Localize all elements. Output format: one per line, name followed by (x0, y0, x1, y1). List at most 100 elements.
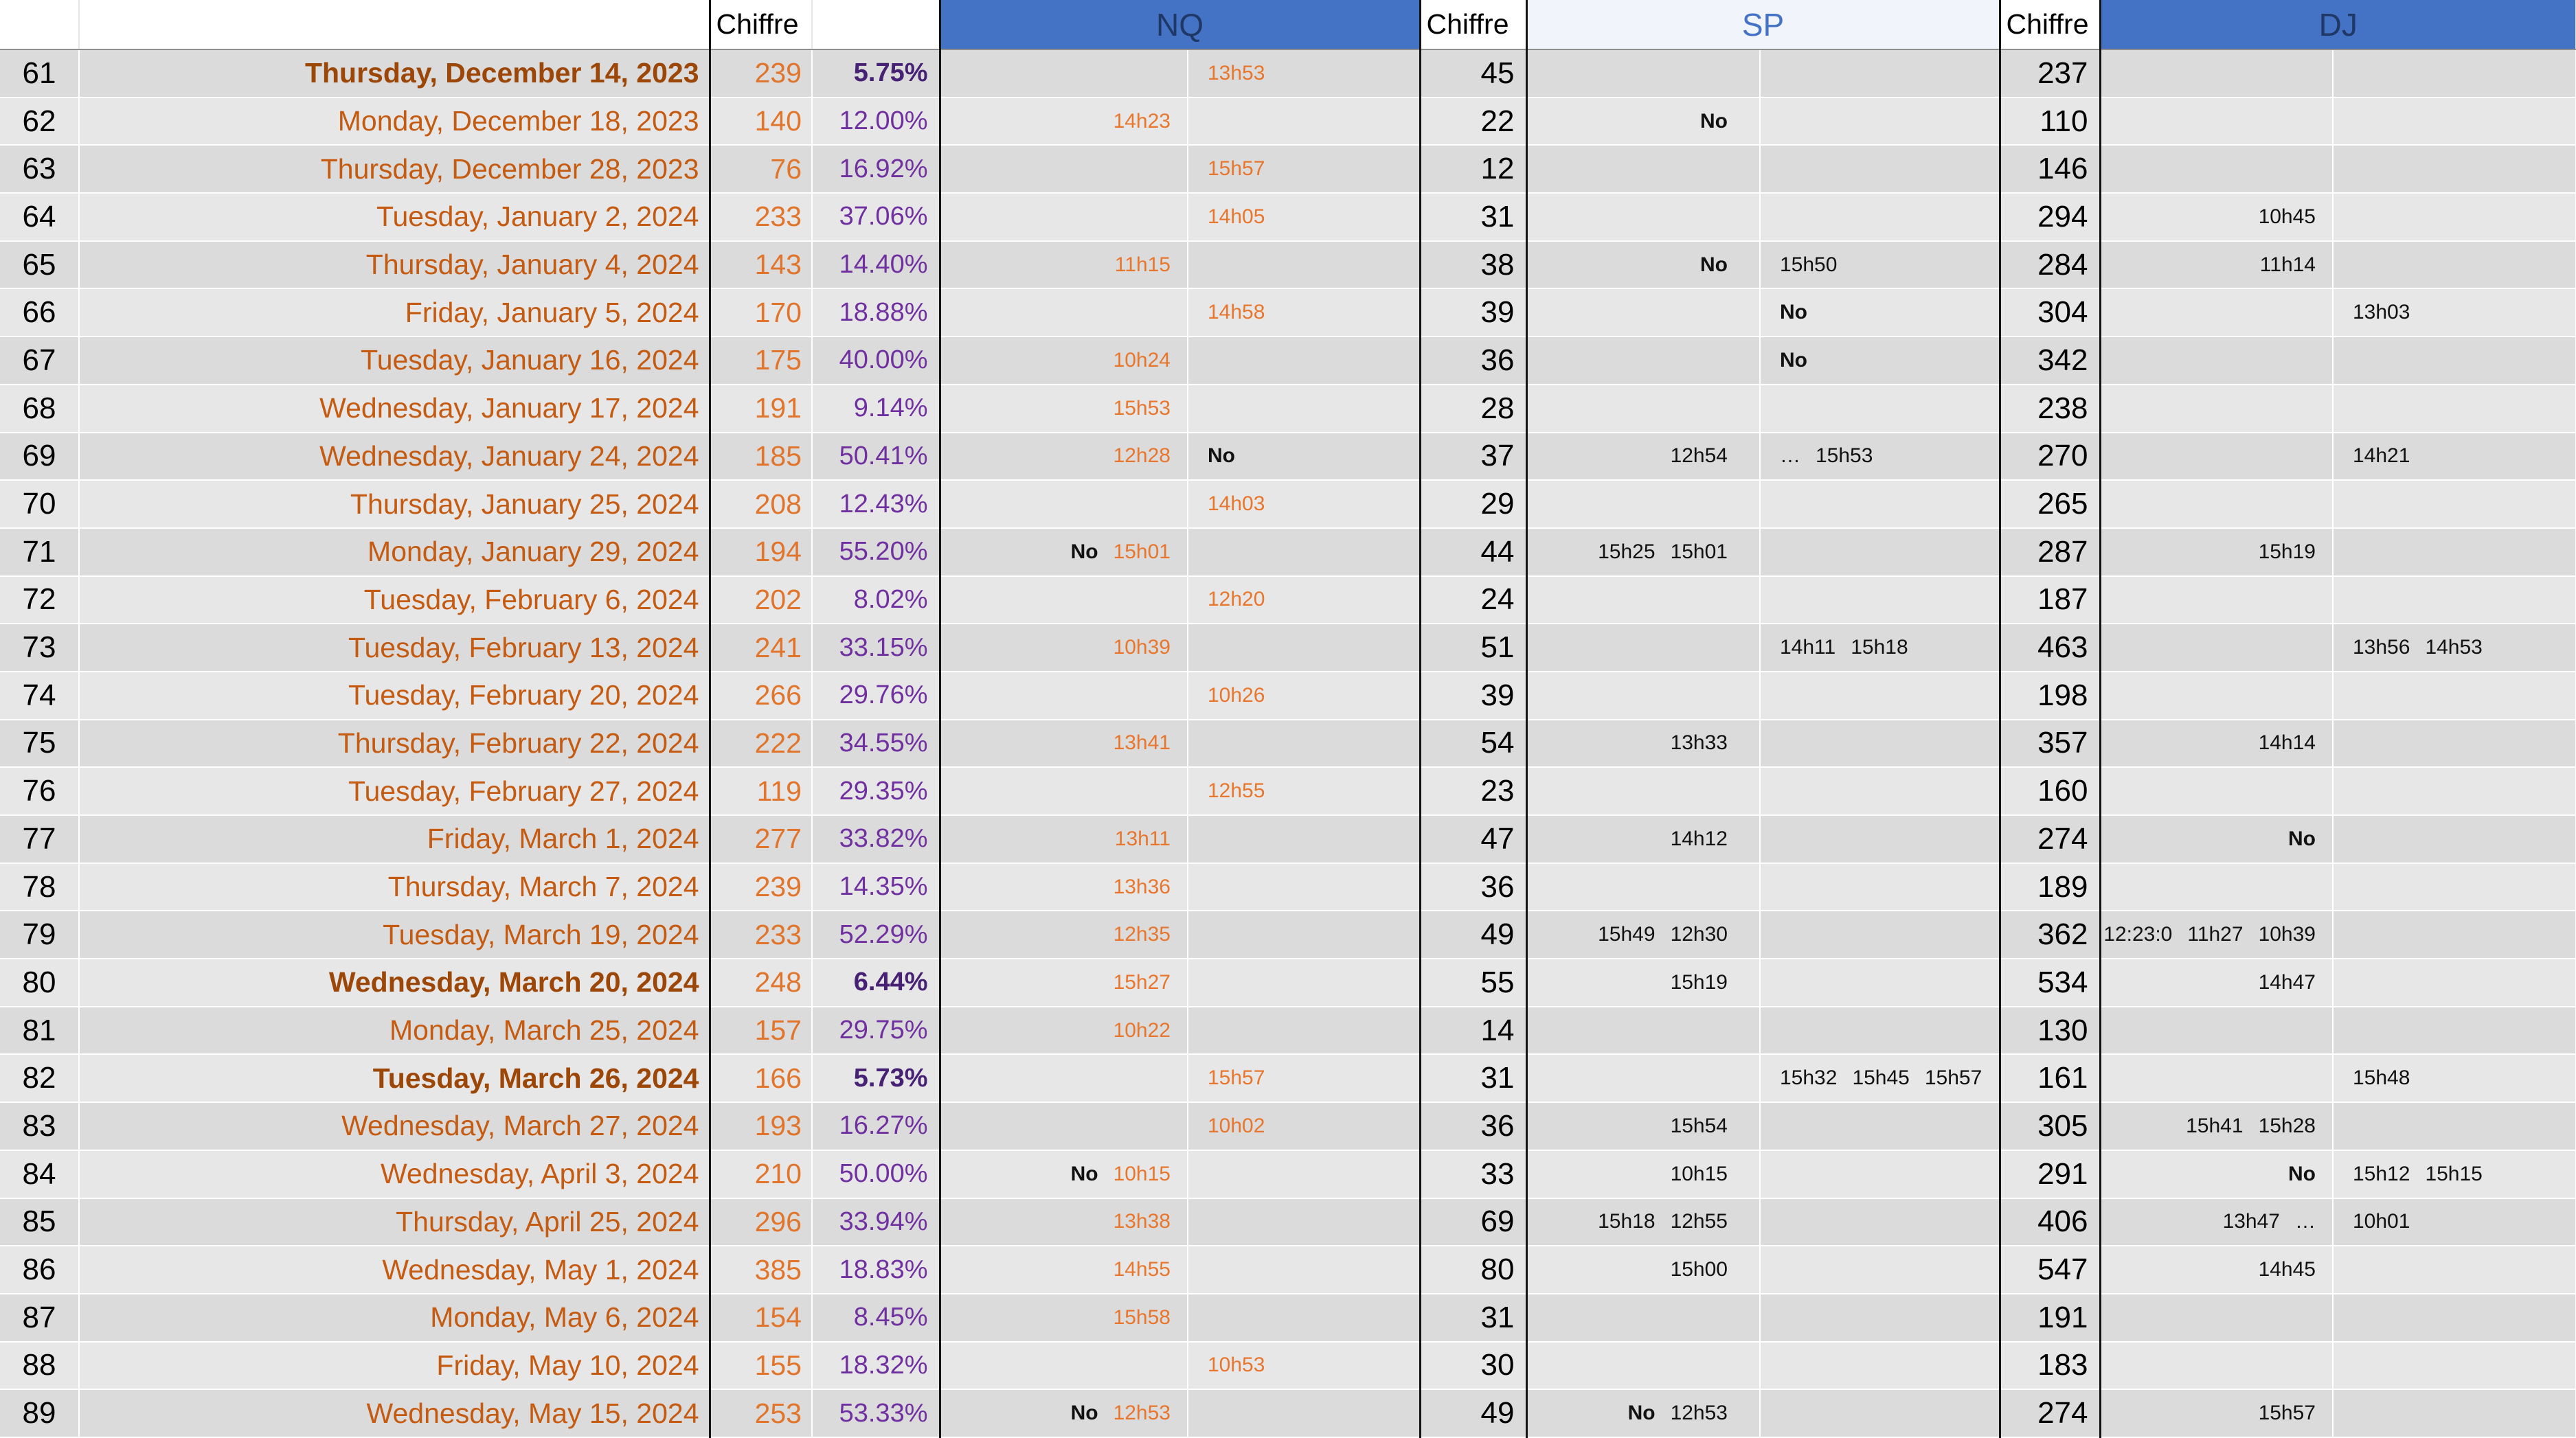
sp-chiffre-cell[interactable]: 31 (1420, 1293, 1528, 1343)
pct-header-cell[interactable] (812, 0, 941, 50)
row-number-cell[interactable]: 82 (0, 1054, 80, 1104)
dj-time-cell-2[interactable]: 13h03 (2333, 288, 2576, 338)
nq-time-cell-1[interactable]: 12h35 (940, 911, 1188, 960)
date-cell[interactable]: Tuesday, February 13, 2024 (79, 624, 711, 672)
sp-time-cell-2[interactable] (1760, 959, 2001, 1007)
nq-chiffre-cell[interactable]: 202 (710, 575, 813, 625)
dj-time-cell-1[interactable]: No (2100, 815, 2334, 864)
dj-chiffre-cell[interactable]: 274 (2000, 1389, 2101, 1438)
nq-time-cell-2[interactable]: 12h55 (1188, 767, 1421, 816)
dj-chiffre-cell[interactable]: 274 (2000, 815, 2101, 864)
date-cell[interactable]: Friday, January 5, 2024 (79, 288, 711, 338)
dj-time-cell-2[interactable] (2333, 959, 2576, 1007)
sp-chiffre-cell[interactable]: 69 (1420, 1198, 1528, 1247)
nq-chiffre-cell[interactable]: 296 (710, 1198, 813, 1247)
row-number-cell[interactable]: 86 (0, 1246, 80, 1294)
pct-cell[interactable]: 40.00% (812, 336, 941, 385)
date-cell[interactable]: Thursday, February 22, 2024 (79, 719, 711, 768)
sp-time-cell-1[interactable]: 15h18 12h55 (1526, 1198, 1761, 1247)
dj-time-cell-1[interactable]: 14h47 (2100, 959, 2334, 1007)
row-number-cell[interactable]: 68 (0, 384, 80, 433)
nq-time-cell-1[interactable] (940, 575, 1188, 625)
nq-time-cell-1[interactable] (940, 671, 1188, 720)
date-cell[interactable]: Thursday, April 25, 2024 (79, 1198, 711, 1247)
pct-cell[interactable]: 55.20% (812, 527, 941, 577)
dj-time-cell-1[interactable] (2100, 767, 2334, 816)
sp-chiffre-cell[interactable]: 12 (1420, 145, 1528, 194)
sp-time-cell-1[interactable]: 12h54 (1526, 432, 1761, 481)
nq-chiffre-cell[interactable]: 241 (710, 624, 813, 672)
pct-cell[interactable]: 12.43% (812, 480, 941, 529)
date-cell[interactable]: Tuesday, March 19, 2024 (79, 911, 711, 960)
sp-chiffre-cell[interactable]: 30 (1420, 1341, 1528, 1391)
sp-chiffre-cell[interactable]: 80 (1420, 1246, 1528, 1294)
nq-time-cell-1[interactable]: 13h38 (940, 1198, 1188, 1247)
nq-chiffre-cell[interactable]: 119 (710, 767, 813, 816)
date-cell[interactable]: Wednesday, April 3, 2024 (79, 1150, 711, 1199)
dj-chiffre-cell[interactable]: 198 (2000, 671, 2101, 720)
sp-chiffre-cell[interactable]: 22 (1420, 97, 1528, 146)
row-number-cell[interactable]: 69 (0, 432, 80, 481)
sp-chiffre-cell[interactable]: 28 (1420, 384, 1528, 433)
date-header-cell[interactable] (79, 0, 711, 50)
date-cell[interactable]: Thursday, January 4, 2024 (79, 240, 711, 290)
row-number-cell[interactable]: 84 (0, 1150, 80, 1199)
pct-cell[interactable]: 5.73% (812, 1054, 941, 1104)
nq-time-cell-1[interactable] (940, 767, 1188, 816)
nq-time-cell-2[interactable]: 12h20 (1188, 575, 1421, 625)
dj-time-cell-1[interactable] (2100, 624, 2334, 672)
row-number-cell[interactable]: 62 (0, 97, 80, 146)
nq-chiffre-cell[interactable]: 157 (710, 1006, 813, 1055)
date-cell[interactable]: Wednesday, January 17, 2024 (79, 384, 711, 433)
sp-chiffre-cell[interactable]: 29 (1420, 480, 1528, 529)
nq-chiffre-header[interactable]: Chiffre (710, 0, 813, 50)
dj-time-cell-2[interactable] (2333, 480, 2576, 529)
dj-time-cell-2[interactable] (2333, 863, 2576, 912)
dj-chiffre-cell[interactable]: 191 (2000, 1293, 2101, 1343)
row-number-cell[interactable]: 61 (0, 49, 80, 98)
dj-chiffre-cell[interactable]: 287 (2000, 527, 2101, 577)
dj-time-cell-2[interactable] (2333, 1389, 2576, 1438)
nq-time-cell-2[interactable]: 10h26 (1188, 671, 1421, 720)
sp-time-cell-1[interactable]: 14h12 (1526, 815, 1761, 864)
pct-cell[interactable]: 18.32% (812, 1341, 941, 1391)
pct-cell[interactable]: 29.35% (812, 767, 941, 816)
nq-chiffre-cell[interactable]: 233 (710, 193, 813, 242)
pct-cell[interactable]: 34.55% (812, 719, 941, 768)
dj-time-cell-1[interactable] (2100, 863, 2334, 912)
dj-time-cell-1[interactable]: 13h47… (2100, 1198, 2334, 1247)
dj-chiffre-cell[interactable]: 110 (2000, 97, 2101, 146)
nq-time-cell-2[interactable]: 14h03 (1188, 480, 1421, 529)
sp-time-cell-2[interactable]: No (1760, 336, 2001, 385)
sp-time-cell-2[interactable] (1760, 527, 2001, 577)
nq-time-cell-2[interactable] (1188, 1198, 1421, 1247)
dj-time-cell-2[interactable] (2333, 1006, 2576, 1055)
date-cell[interactable]: Thursday, December 28, 2023 (79, 145, 711, 194)
dj-time-cell-1[interactable] (2100, 384, 2334, 433)
pct-cell[interactable]: 50.41% (812, 432, 941, 481)
nq-chiffre-cell[interactable]: 253 (710, 1389, 813, 1438)
sp-time-cell-2[interactable] (1760, 97, 2001, 146)
nq-time-cell-2[interactable] (1188, 1293, 1421, 1343)
date-cell[interactable]: Tuesday, January 16, 2024 (79, 336, 711, 385)
dj-time-cell-1[interactable]: 12:23:0 11h27 10h39 (2100, 911, 2334, 960)
sp-time-cell-1[interactable] (1526, 480, 1761, 529)
nq-time-cell-1[interactable]: 15h27 (940, 959, 1188, 1007)
row-number-cell[interactable]: 83 (0, 1102, 80, 1151)
sp-chiffre-cell[interactable]: 49 (1420, 911, 1528, 960)
date-cell[interactable]: Wednesday, May 1, 2024 (79, 1246, 711, 1294)
dj-time-cell-2[interactable] (2333, 575, 2576, 625)
sp-time-cell-2[interactable]: 15h32 15h45 15h57 (1760, 1054, 2001, 1104)
sp-time-cell-1[interactable] (1526, 336, 1761, 385)
pct-cell[interactable]: 5.75% (812, 49, 941, 98)
sp-time-cell-2[interactable] (1760, 719, 2001, 768)
nq-time-cell-1[interactable]: 10h39 (940, 624, 1188, 672)
nq-chiffre-cell[interactable]: 222 (710, 719, 813, 768)
row-number-cell[interactable]: 63 (0, 145, 80, 194)
sp-time-cell-2[interactable]: 15h50 (1760, 240, 2001, 290)
sp-time-cell-2[interactable]: … 15h53 (1760, 432, 2001, 481)
nq-time-cell-1[interactable]: 14h23 (940, 97, 1188, 146)
nq-time-cell-2[interactable] (1188, 1006, 1421, 1055)
sp-time-cell-2[interactable] (1760, 815, 2001, 864)
dj-time-cell-2[interactable] (2333, 767, 2576, 816)
